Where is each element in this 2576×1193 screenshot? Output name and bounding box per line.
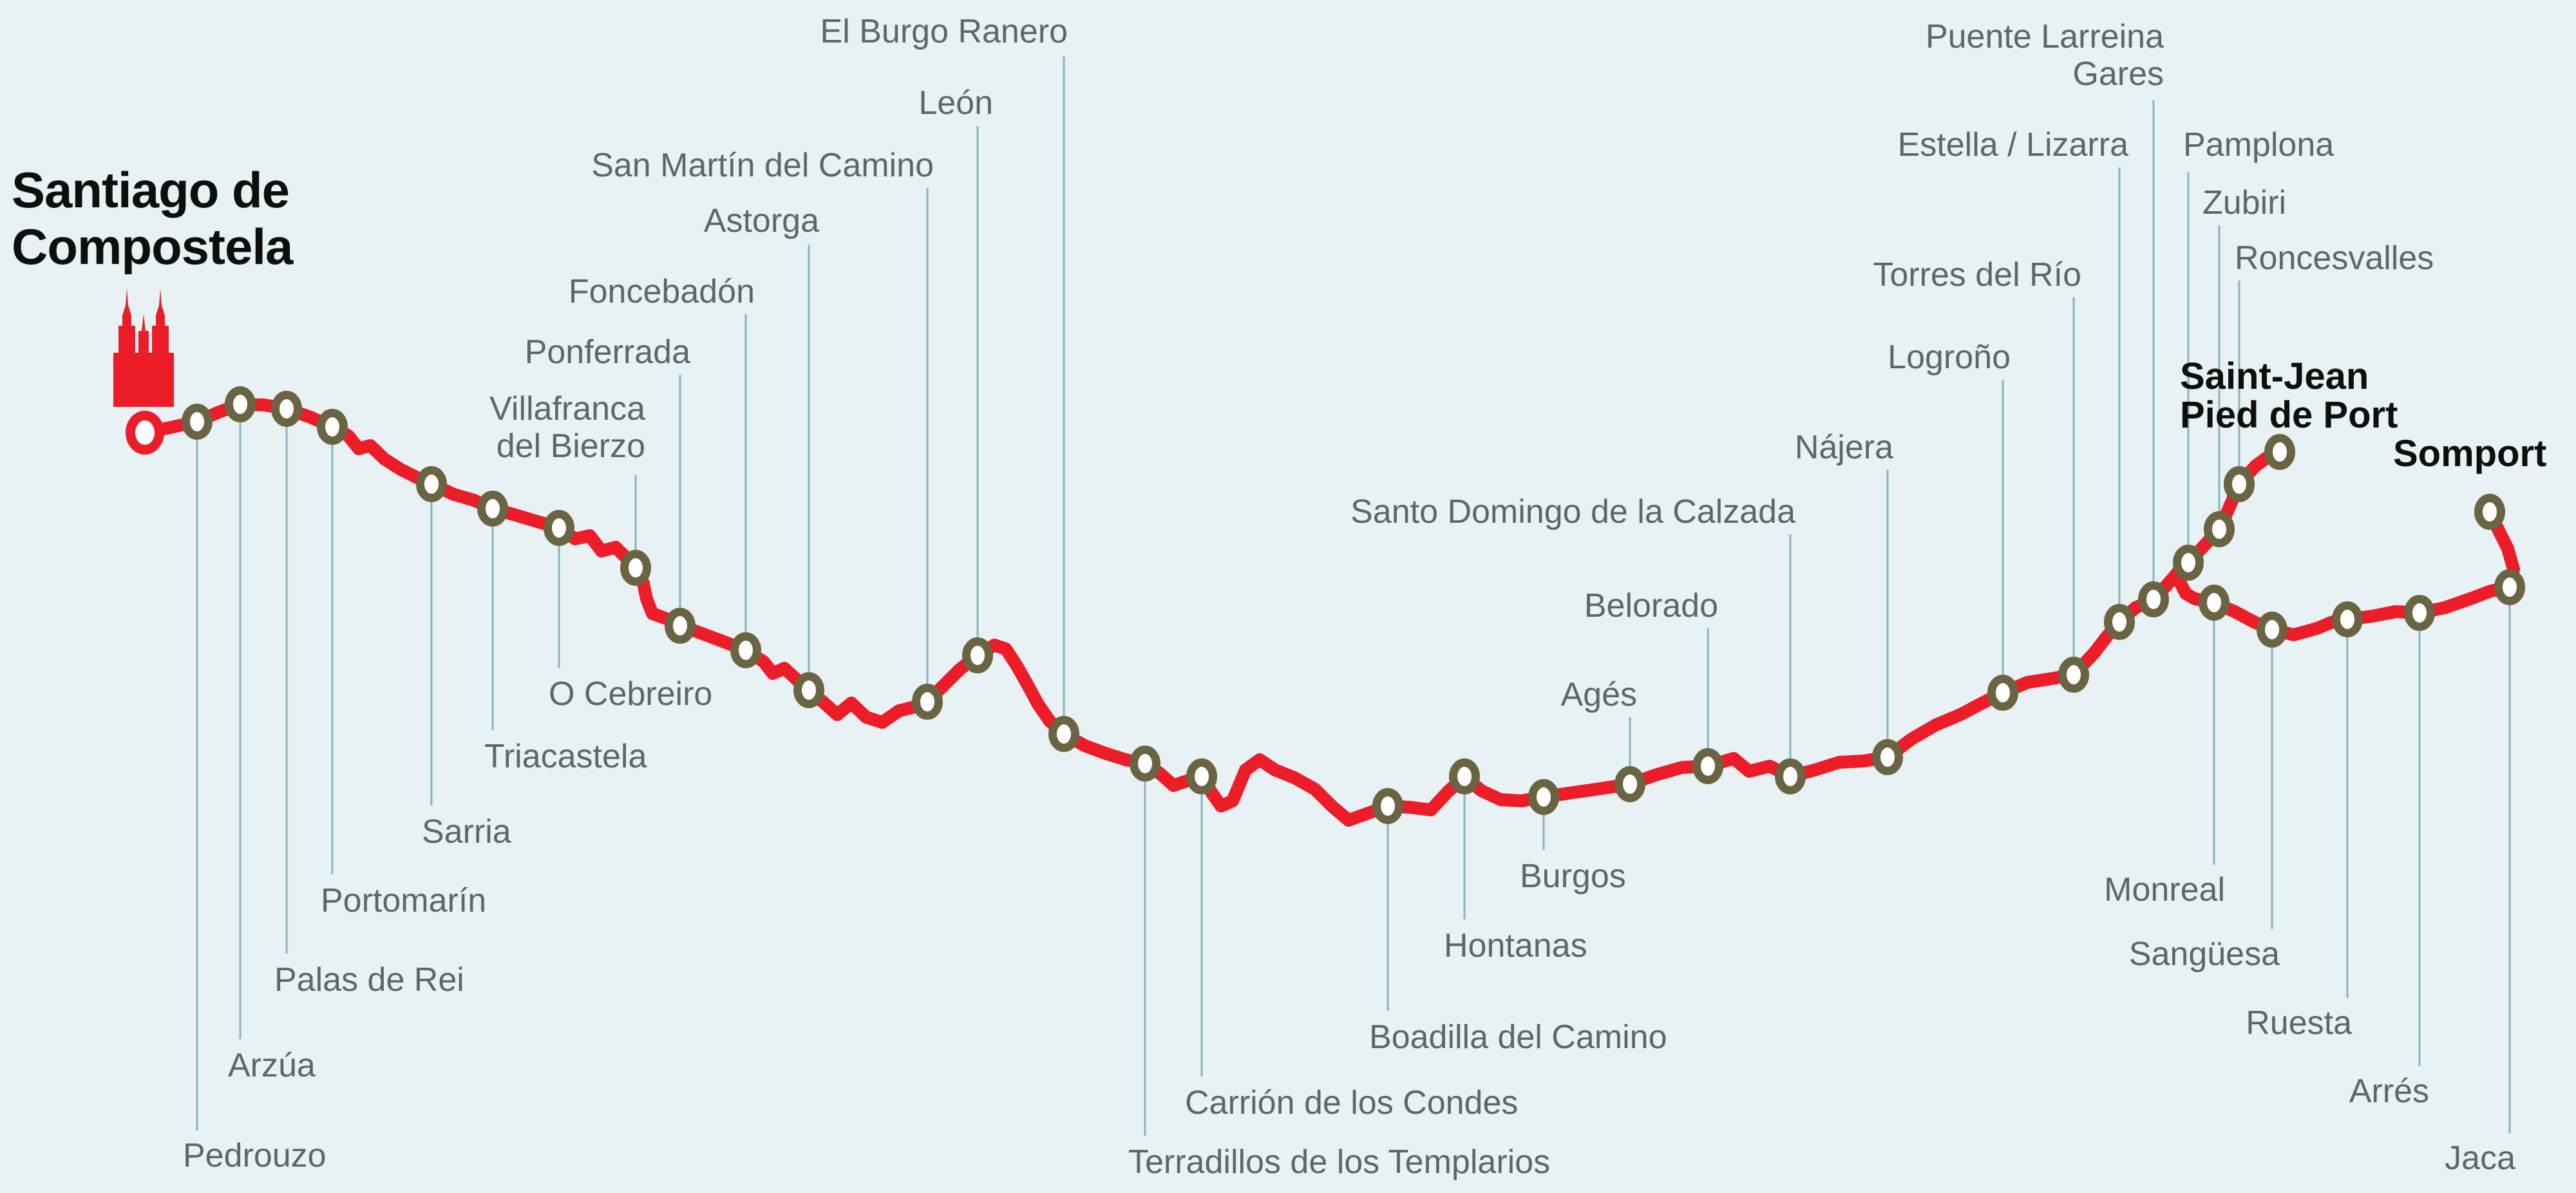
stop-label-somport: Somport [2393, 433, 2546, 474]
stop-label-boadilla-del-camino: Boadilla del Camino [1369, 1019, 1667, 1056]
map-title-santiago-de-compostela: Santiago de Compostela [12, 162, 294, 275]
stop-marker-arr-s [2404, 595, 2435, 631]
stop-marker-carri-n-de-los-condes [1186, 758, 1217, 794]
stop-marker-monreal [2199, 585, 2230, 621]
stop-label-le-n: León [918, 84, 993, 122]
stop-marker-torres-del-r-o [2058, 657, 2089, 693]
stop-label-sang-esa: Sangüesa [2129, 935, 2280, 973]
stop-label-foncebad-n: Foncebadón [569, 273, 755, 310]
stop-label-torres-del-r-o: Torres del Río [1873, 256, 2081, 294]
stop-marker-logro-o [1987, 675, 2018, 711]
stop-label-logro-o: Logroño [1888, 339, 2011, 376]
stop-marker-burgos [1528, 779, 1559, 815]
stop-label-burgos: Burgos [1520, 858, 1626, 895]
stop-marker-roncesvalles [2224, 466, 2255, 502]
stop-label-el-burgo-ranero: El Burgo Ranero [820, 13, 1068, 50]
stop-label-arz-a: Arzúa [228, 1047, 316, 1084]
stop-label-sarria: Sarria [422, 813, 511, 850]
stop-marker-sarria [416, 466, 447, 502]
stop-marker-arz-a [225, 386, 256, 422]
stop-marker-villafranca-del-bierzo [620, 550, 651, 586]
stop-marker-pamplona [2173, 545, 2204, 581]
stop-marker-jaca [2494, 569, 2525, 605]
stop-marker-saint-jean-pied-de-port [2264, 434, 2295, 470]
stop-marker-ruesta [2332, 601, 2363, 637]
stop-marker-foncebad-n [730, 632, 761, 668]
stop-label-ruesta: Ruesta [2246, 1004, 2352, 1042]
stop-label-san-mart-n-del-camino: San Martín del Camino [591, 147, 934, 184]
stop-marker-puente-larreina-gares [2138, 581, 2169, 617]
stop-marker-triacastela [477, 491, 508, 527]
stop-marker-portomar-n [317, 409, 348, 445]
stop-label-o-cebreiro: O Cebreiro [549, 675, 712, 713]
stop-marker-santiago-de-compostela [126, 411, 164, 455]
stop-label-pedrouzo: Pedrouzo [183, 1137, 327, 1174]
stop-label-pamplona: Pamplona [2183, 126, 2334, 164]
stop-label-carri-n-de-los-condes: Carrión de los Condes [1185, 1084, 1518, 1122]
stop-label-saint-jean-pied-de-port: Saint-Jean Pied de Port [2180, 355, 2398, 436]
stop-marker-belorado [1692, 748, 1723, 784]
stop-marker-terradillos-de-los-templarios [1130, 746, 1160, 782]
stop-marker-astorga [793, 672, 824, 708]
stop-marker-sang-esa [2257, 612, 2287, 648]
stop-marker-ag-s [1615, 766, 1645, 802]
stop-marker-n-jera [1872, 739, 1903, 775]
stop-label-triacastela: Triacastela [484, 738, 647, 775]
stop-label-portomar-n: Portomarín [321, 882, 486, 919]
stop-label-n-jera: Nájera [1795, 429, 1893, 466]
stop-label-ag-s: Agés [1560, 676, 1637, 713]
stop-label-zubiri: Zubiri [2202, 184, 2286, 221]
stop-label-santo-domingo-de-la-calzada: Santo Domingo de la Calzada [1350, 493, 1795, 531]
stop-label-roncesvalles: Roncesvalles [2235, 240, 2434, 277]
stop-label-ponferrada: Ponferrada [525, 333, 690, 371]
stop-label-puente-larreina-gares: Puente Larreina Gares [1926, 18, 2164, 93]
stop-label-arr-s: Arrés [2349, 1073, 2429, 1110]
stop-marker-estella-lizarra [2104, 604, 2135, 640]
stop-marker-ponferrada [665, 608, 696, 644]
stop-marker-boadilla-del-camino [1372, 788, 1403, 824]
stop-label-hontanas: Hontanas [1444, 927, 1587, 964]
stop-marker-somport [2474, 494, 2505, 530]
stop-marker-hontanas [1449, 758, 1480, 794]
stop-label-palas-de-rei: Palas de Rei [274, 961, 464, 999]
stop-marker-le-n [962, 637, 993, 673]
stop-marker-o-cebreiro [544, 510, 574, 546]
stop-label-astorga: Astorga [704, 202, 819, 240]
stop-marker-san-mart-n-del-camino [912, 684, 943, 720]
stop-label-terradillos-de-los-templarios: Terradillos de los Templarios [1128, 1143, 1550, 1181]
stop-marker-santo-domingo-de-la-calzada [1775, 758, 1806, 794]
stop-marker-el-burgo-ranero [1048, 716, 1079, 752]
stop-label-jaca: Jaca [2445, 1140, 2515, 1177]
stop-label-monreal: Monreal [2104, 871, 2225, 908]
stop-marker-pedrouzo [182, 404, 213, 440]
stop-label-estella-lizarra: Estella / Lizarra [1898, 126, 2128, 164]
stop-marker-palas-de-rei [271, 391, 302, 427]
cathedral-icon [113, 288, 174, 407]
stop-label-villafranca-del-bierzo: Villafranca del Bierzo [489, 390, 645, 465]
stop-label-belorado: Belorado [1584, 587, 1718, 625]
stop-marker-zubiri [2204, 511, 2235, 547]
